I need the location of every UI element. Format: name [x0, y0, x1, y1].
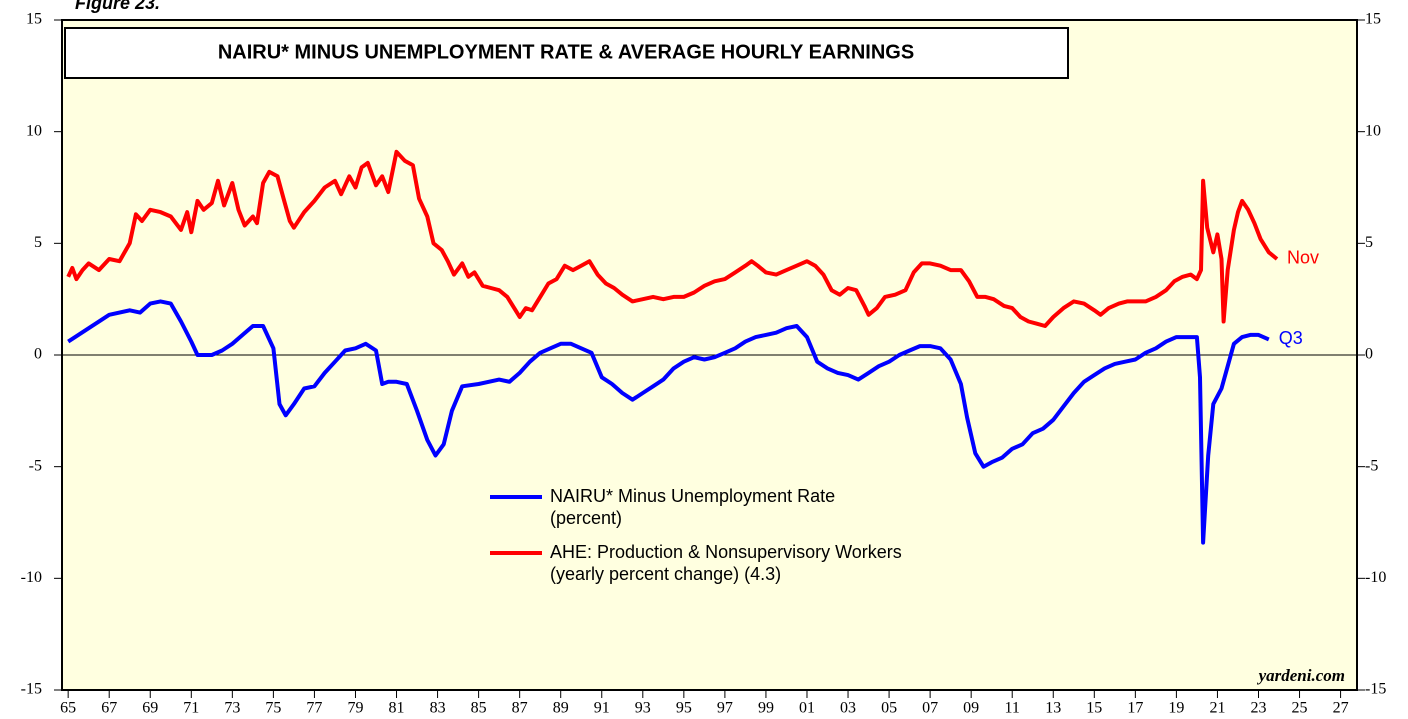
y2-tick-label: 5 [1365, 234, 1373, 251]
x-tick-label: 07 [922, 700, 938, 717]
plot-frame [61, 19, 1358, 691]
x-tick-label: 81 [389, 700, 405, 717]
y-tick-label: -10 [21, 569, 42, 586]
y2-tick-label: 10 [1365, 122, 1381, 139]
end-label: Q3 [1279, 328, 1303, 348]
legend-label: (yearly percent change) (4.3) [550, 564, 781, 584]
x-tick-label: 75 [265, 700, 281, 717]
x-tick-label: 67 [101, 700, 117, 717]
x-tick-label: 97 [717, 700, 733, 717]
y2-tick-label: -15 [1365, 681, 1386, 698]
x-tick-label: 21 [1209, 700, 1225, 717]
x-tick-label: 83 [430, 700, 446, 717]
x-tick-label: 27 [1333, 700, 1349, 717]
x-tick-label: 13 [1045, 700, 1061, 717]
x-tick-label: 79 [347, 700, 363, 717]
series-line [66, 149, 1279, 328]
figure-label: Figure 23. [75, 0, 160, 13]
legend-label: AHE: Production & Nonsupervisory Workers [550, 542, 902, 562]
y2-tick-label: -10 [1365, 569, 1386, 586]
y2-tick-label: 15 [1365, 11, 1381, 28]
x-tick-label: 71 [183, 700, 199, 717]
y2-tick-label: -5 [1365, 457, 1378, 474]
x-tick-label: 23 [1250, 700, 1266, 717]
x-tick-label: 25 [1292, 700, 1308, 717]
x-tick-label: 17 [1127, 700, 1143, 717]
y-tick-label: -5 [29, 457, 42, 474]
x-tick-label: 05 [881, 700, 897, 717]
x-tick-label: 99 [758, 700, 774, 717]
legend-label: NAIRU* Minus Unemployment Rate [550, 486, 835, 506]
x-tick-label: 77 [306, 700, 322, 717]
x-tick-label: 03 [840, 700, 856, 717]
x-tick-label: 91 [594, 700, 610, 717]
x-tick-label: 19 [1168, 700, 1184, 717]
x-tick-label: 01 [799, 700, 815, 717]
y2-tick-label: 0 [1365, 346, 1373, 363]
y-tick-label: -15 [21, 681, 42, 698]
title-box [64, 27, 1069, 79]
credit: yardeni.com [1257, 666, 1345, 685]
chart-title: NAIRU* MINUS UNEMPLOYMENT RATE & AVERAGE… [218, 41, 914, 63]
x-tick-label: 93 [635, 700, 651, 717]
legend-label: (percent) [550, 508, 622, 528]
x-tick-label: 89 [553, 700, 569, 717]
x-tick-label: 95 [676, 700, 692, 717]
x-tick-label: 11 [1005, 700, 1020, 717]
x-tick-label: 85 [471, 700, 487, 717]
y-tick-label: 15 [26, 11, 42, 28]
x-tick-label: 09 [963, 700, 979, 717]
end-label: Nov [1287, 248, 1319, 268]
x-tick-label: 15 [1086, 700, 1102, 717]
series-line [67, 299, 1270, 545]
y-tick-label: 10 [26, 122, 42, 139]
x-tick-label: 73 [224, 700, 240, 717]
y-tick-label: 0 [34, 346, 42, 363]
x-tick-label: 65 [60, 700, 76, 717]
x-tick-label: 87 [512, 700, 528, 717]
x-tick-label: 69 [142, 700, 158, 717]
y-tick-label: 5 [34, 234, 42, 251]
